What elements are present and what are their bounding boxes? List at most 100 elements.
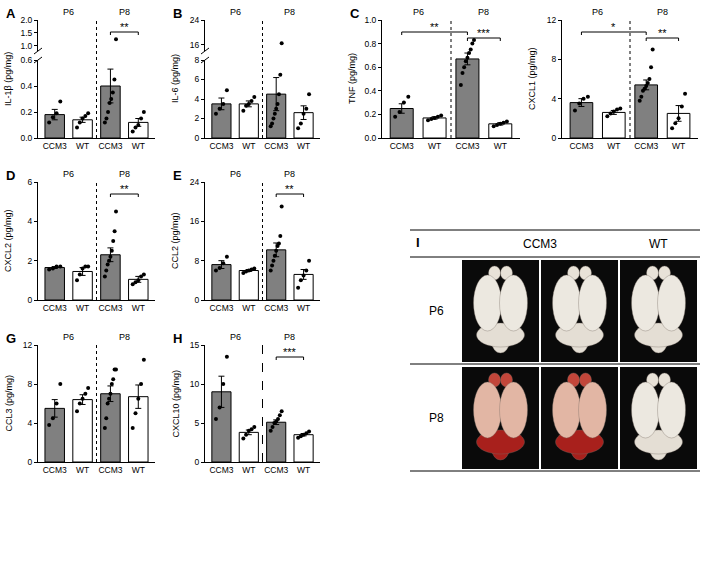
svg-text:WT: WT <box>132 141 145 151</box>
svg-text:P6: P6 <box>230 169 241 179</box>
svg-text:CCM3: CCM3 <box>98 465 122 475</box>
svg-text:12: 12 <box>23 340 33 350</box>
svg-text:CXCL2 (pg/mg): CXCL2 (pg/mg) <box>3 209 13 272</box>
svg-text:WT: WT <box>76 141 89 151</box>
svg-text:2.0: 2.0 <box>20 15 32 25</box>
svg-text:1.0: 1.0 <box>364 15 376 25</box>
svg-text:P8: P8 <box>119 7 130 17</box>
svg-text:WT: WT <box>428 141 441 151</box>
svg-text:4: 4 <box>552 94 557 104</box>
svg-text:WT: WT <box>297 141 310 151</box>
svg-text:CCM3: CCM3 <box>43 141 67 151</box>
svg-text:P8: P8 <box>478 7 489 17</box>
svg-text:1.0: 1.0 <box>20 41 32 51</box>
svg-text:24: 24 <box>190 177 200 187</box>
svg-text:WT: WT <box>297 465 310 475</box>
svg-text:P6: P6 <box>63 332 74 342</box>
svg-text:0: 0 <box>552 133 557 143</box>
svg-text:TNF (pg/mg): TNF (pg/mg) <box>347 53 357 104</box>
svg-text:WT: WT <box>607 141 620 151</box>
svg-text:CCM3: CCM3 <box>569 141 593 151</box>
svg-text:CCM3: CCM3 <box>209 303 233 313</box>
svg-text:CCM3: CCM3 <box>390 141 414 151</box>
svg-text:P6: P6 <box>63 7 74 17</box>
svg-text:WT: WT <box>242 303 255 313</box>
svg-text:IL-6 (pg/mg): IL-6 (pg/mg) <box>170 54 180 103</box>
svg-text:***: *** <box>477 27 491 39</box>
svg-text:CXCL1 (pg/mg): CXCL1 (pg/mg) <box>527 47 537 110</box>
svg-text:CCM3: CCM3 <box>264 465 288 475</box>
svg-text:**: ** <box>658 27 667 39</box>
svg-text:**: ** <box>285 183 294 195</box>
svg-text:P6: P6 <box>413 7 424 17</box>
svg-text:8: 8 <box>195 256 200 266</box>
svg-text:G: G <box>6 331 16 346</box>
svg-text:CCM3: CCM3 <box>98 141 122 151</box>
svg-text:CCM3: CCM3 <box>455 141 479 151</box>
svg-text:0.8: 0.8 <box>364 39 376 49</box>
svg-text:D: D <box>6 168 15 183</box>
svg-text:WT: WT <box>242 141 255 151</box>
svg-text:CCM3: CCM3 <box>98 303 122 313</box>
svg-text:CCM3: CCM3 <box>264 141 288 151</box>
svg-text:I: I <box>416 235 420 250</box>
svg-text:WT: WT <box>132 465 145 475</box>
svg-text:0.4: 0.4 <box>364 86 376 96</box>
svg-text:0.4: 0.4 <box>20 81 32 91</box>
svg-text:4: 4 <box>195 94 200 104</box>
svg-text:0.6: 0.6 <box>364 62 376 72</box>
svg-text:P6: P6 <box>592 7 603 17</box>
svg-text:24: 24 <box>190 15 200 25</box>
svg-text:P6: P6 <box>230 332 241 342</box>
svg-text:CCM3: CCM3 <box>634 141 658 151</box>
svg-text:0: 0 <box>195 295 200 305</box>
svg-text:8: 8 <box>552 54 557 64</box>
svg-text:CCM3: CCM3 <box>523 237 557 251</box>
svg-text:WT: WT <box>649 237 668 251</box>
svg-text:0.2: 0.2 <box>20 107 32 117</box>
svg-text:8: 8 <box>195 55 200 65</box>
svg-text:P6: P6 <box>63 169 74 179</box>
svg-text:P8: P8 <box>284 169 295 179</box>
svg-text:CCM3: CCM3 <box>209 141 233 151</box>
svg-text:12: 12 <box>547 15 557 25</box>
svg-text:IL-1β (pg/mg): IL-1β (pg/mg) <box>3 52 13 106</box>
svg-text:16: 16 <box>190 216 200 226</box>
svg-text:CCM3: CCM3 <box>43 303 67 313</box>
svg-text:C: C <box>350 6 360 21</box>
svg-text:0: 0 <box>195 133 200 143</box>
svg-text:4: 4 <box>28 216 33 226</box>
svg-text:P8: P8 <box>284 332 295 342</box>
svg-text:P8: P8 <box>119 332 130 342</box>
svg-text:8: 8 <box>28 379 33 389</box>
svg-text:E: E <box>173 168 182 183</box>
svg-text:WT: WT <box>672 141 685 151</box>
svg-text:H: H <box>173 331 182 346</box>
svg-text:6: 6 <box>28 177 33 187</box>
svg-text:CCL3 (pg/mg): CCL3 (pg/mg) <box>4 375 14 432</box>
svg-text:2: 2 <box>28 256 33 266</box>
svg-text:P8: P8 <box>284 7 295 17</box>
svg-text:CCM3: CCM3 <box>43 465 67 475</box>
svg-text:2: 2 <box>195 113 200 123</box>
svg-text:0.6: 0.6 <box>20 55 32 65</box>
svg-text:16: 16 <box>190 40 200 50</box>
svg-text:0: 0 <box>195 457 200 467</box>
svg-text:**: ** <box>430 21 439 33</box>
svg-text:P8: P8 <box>119 169 130 179</box>
svg-text:0.2: 0.2 <box>364 109 376 119</box>
svg-text:1.5: 1.5 <box>20 28 32 38</box>
svg-text:0: 0 <box>28 295 33 305</box>
svg-text:P6: P6 <box>230 7 241 17</box>
svg-text:WT: WT <box>494 141 507 151</box>
svg-text:WT: WT <box>76 465 89 475</box>
svg-text:0: 0 <box>28 457 33 467</box>
svg-text:0.0: 0.0 <box>20 133 32 143</box>
svg-text:CCM3: CCM3 <box>209 465 233 475</box>
svg-text:*: * <box>611 21 616 33</box>
svg-text:CCL2 (pg/mg): CCL2 (pg/mg) <box>170 212 180 269</box>
svg-text:P6: P6 <box>429 304 444 318</box>
svg-text:WT: WT <box>76 303 89 313</box>
svg-text:CCM3: CCM3 <box>264 303 288 313</box>
svg-text:CXCL10 (pg/mg): CXCL10 (pg/mg) <box>171 370 181 438</box>
